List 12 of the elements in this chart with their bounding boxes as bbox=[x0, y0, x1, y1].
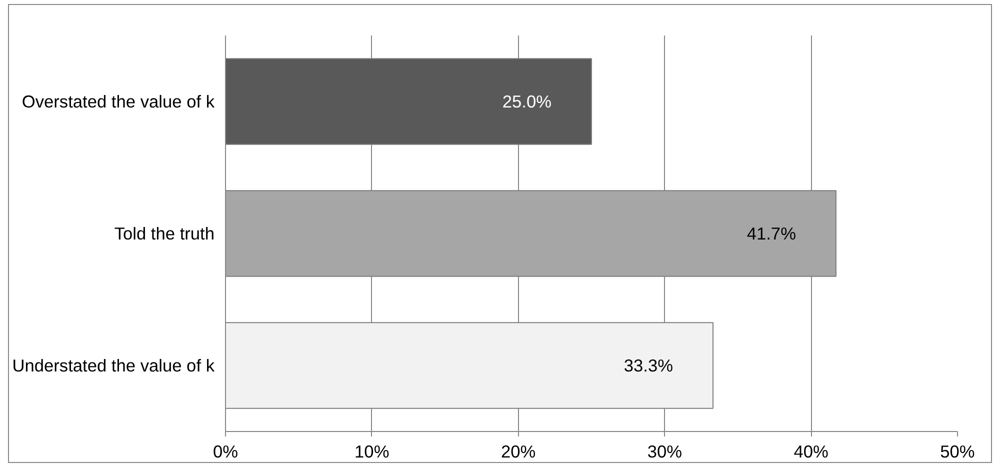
x-tick-label: 30% bbox=[647, 442, 682, 462]
data-label: 33.3% bbox=[624, 356, 674, 376]
y-tick-label: Understated the value of k bbox=[12, 356, 215, 376]
y-tick-label: Told the truth bbox=[114, 224, 215, 244]
x-tick-label: 50% bbox=[940, 442, 975, 462]
data-label: 25.0% bbox=[502, 92, 552, 112]
data-label: 41.7% bbox=[746, 224, 796, 244]
x-tick-label: 10% bbox=[354, 442, 390, 462]
x-tick-label: 20% bbox=[500, 442, 536, 462]
y-tick-label: Overstated the value of k bbox=[22, 92, 215, 112]
x-tick-label: 40% bbox=[794, 442, 828, 462]
x-tick-label: 0% bbox=[212, 442, 238, 462]
